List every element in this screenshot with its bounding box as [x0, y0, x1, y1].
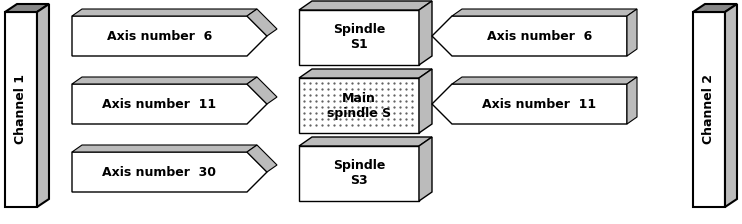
Polygon shape — [247, 9, 277, 36]
Polygon shape — [5, 12, 37, 207]
Text: Spindle
S3: Spindle S3 — [333, 159, 385, 187]
Polygon shape — [72, 152, 267, 192]
Polygon shape — [452, 9, 637, 16]
Text: Main
spindle S: Main spindle S — [327, 91, 391, 119]
Polygon shape — [432, 84, 627, 124]
Polygon shape — [452, 77, 637, 84]
Text: Spindle
S1: Spindle S1 — [333, 24, 385, 52]
Polygon shape — [5, 4, 49, 12]
Polygon shape — [72, 145, 257, 152]
Polygon shape — [299, 1, 432, 10]
Text: Axis number  11: Axis number 11 — [102, 97, 217, 110]
Polygon shape — [299, 10, 419, 65]
Polygon shape — [693, 4, 737, 12]
Polygon shape — [247, 77, 277, 104]
Polygon shape — [247, 145, 277, 172]
Polygon shape — [72, 84, 267, 124]
Polygon shape — [299, 78, 419, 133]
Polygon shape — [72, 77, 257, 84]
Text: Axis number  6: Axis number 6 — [107, 30, 212, 43]
Text: Channel 2: Channel 2 — [703, 75, 715, 144]
Polygon shape — [419, 1, 432, 65]
Polygon shape — [37, 4, 49, 207]
Polygon shape — [299, 69, 432, 78]
Text: Axis number  11: Axis number 11 — [482, 97, 597, 110]
Text: Axis number  30: Axis number 30 — [102, 166, 217, 179]
Polygon shape — [419, 137, 432, 201]
Polygon shape — [693, 12, 725, 207]
Polygon shape — [72, 16, 267, 56]
Polygon shape — [299, 137, 432, 146]
Polygon shape — [299, 146, 419, 201]
Polygon shape — [72, 9, 257, 16]
Polygon shape — [725, 4, 737, 207]
Text: Channel 1: Channel 1 — [15, 75, 27, 144]
Polygon shape — [627, 77, 637, 124]
Polygon shape — [419, 69, 432, 133]
Text: Axis number  6: Axis number 6 — [487, 30, 592, 43]
Polygon shape — [432, 16, 627, 56]
Polygon shape — [627, 9, 637, 56]
